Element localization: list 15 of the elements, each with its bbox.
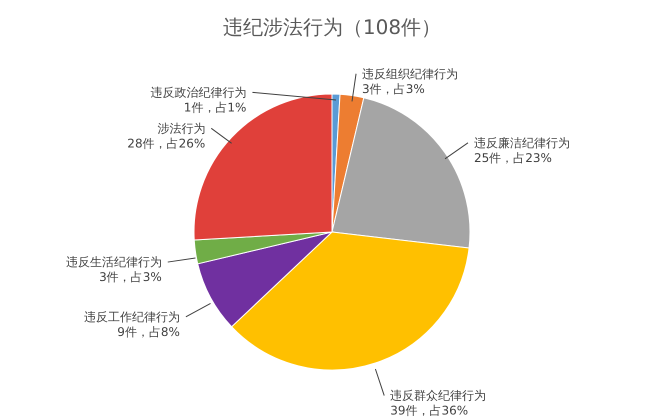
data-label: 3件，占3% [362, 82, 425, 96]
data-label: 1件，占1% [184, 100, 246, 114]
data-label: 25件，占23% [474, 150, 552, 165]
data-label: 3件，占3% [99, 270, 162, 284]
slice-label: 违反群众纪律行为 [390, 388, 486, 403]
slice-label: 违反廉洁纪律行为 [474, 136, 570, 150]
slice-label: 违反工作纪律行为 [84, 310, 180, 324]
data-label: 9件，占8% [117, 324, 180, 339]
slice-label: 违反政治纪律行为 [150, 85, 246, 100]
data-label: 39件，占36% [390, 404, 468, 418]
chart-title: 违纪涉法行为（108件） [222, 15, 442, 39]
slice-label: 涉法行为 [157, 121, 206, 136]
slice-label: 违反组织纪律行为 [362, 66, 458, 81]
slice-label: 违反生活纪律行为 [66, 255, 162, 270]
data-label: 28件，占26% [127, 136, 206, 150]
